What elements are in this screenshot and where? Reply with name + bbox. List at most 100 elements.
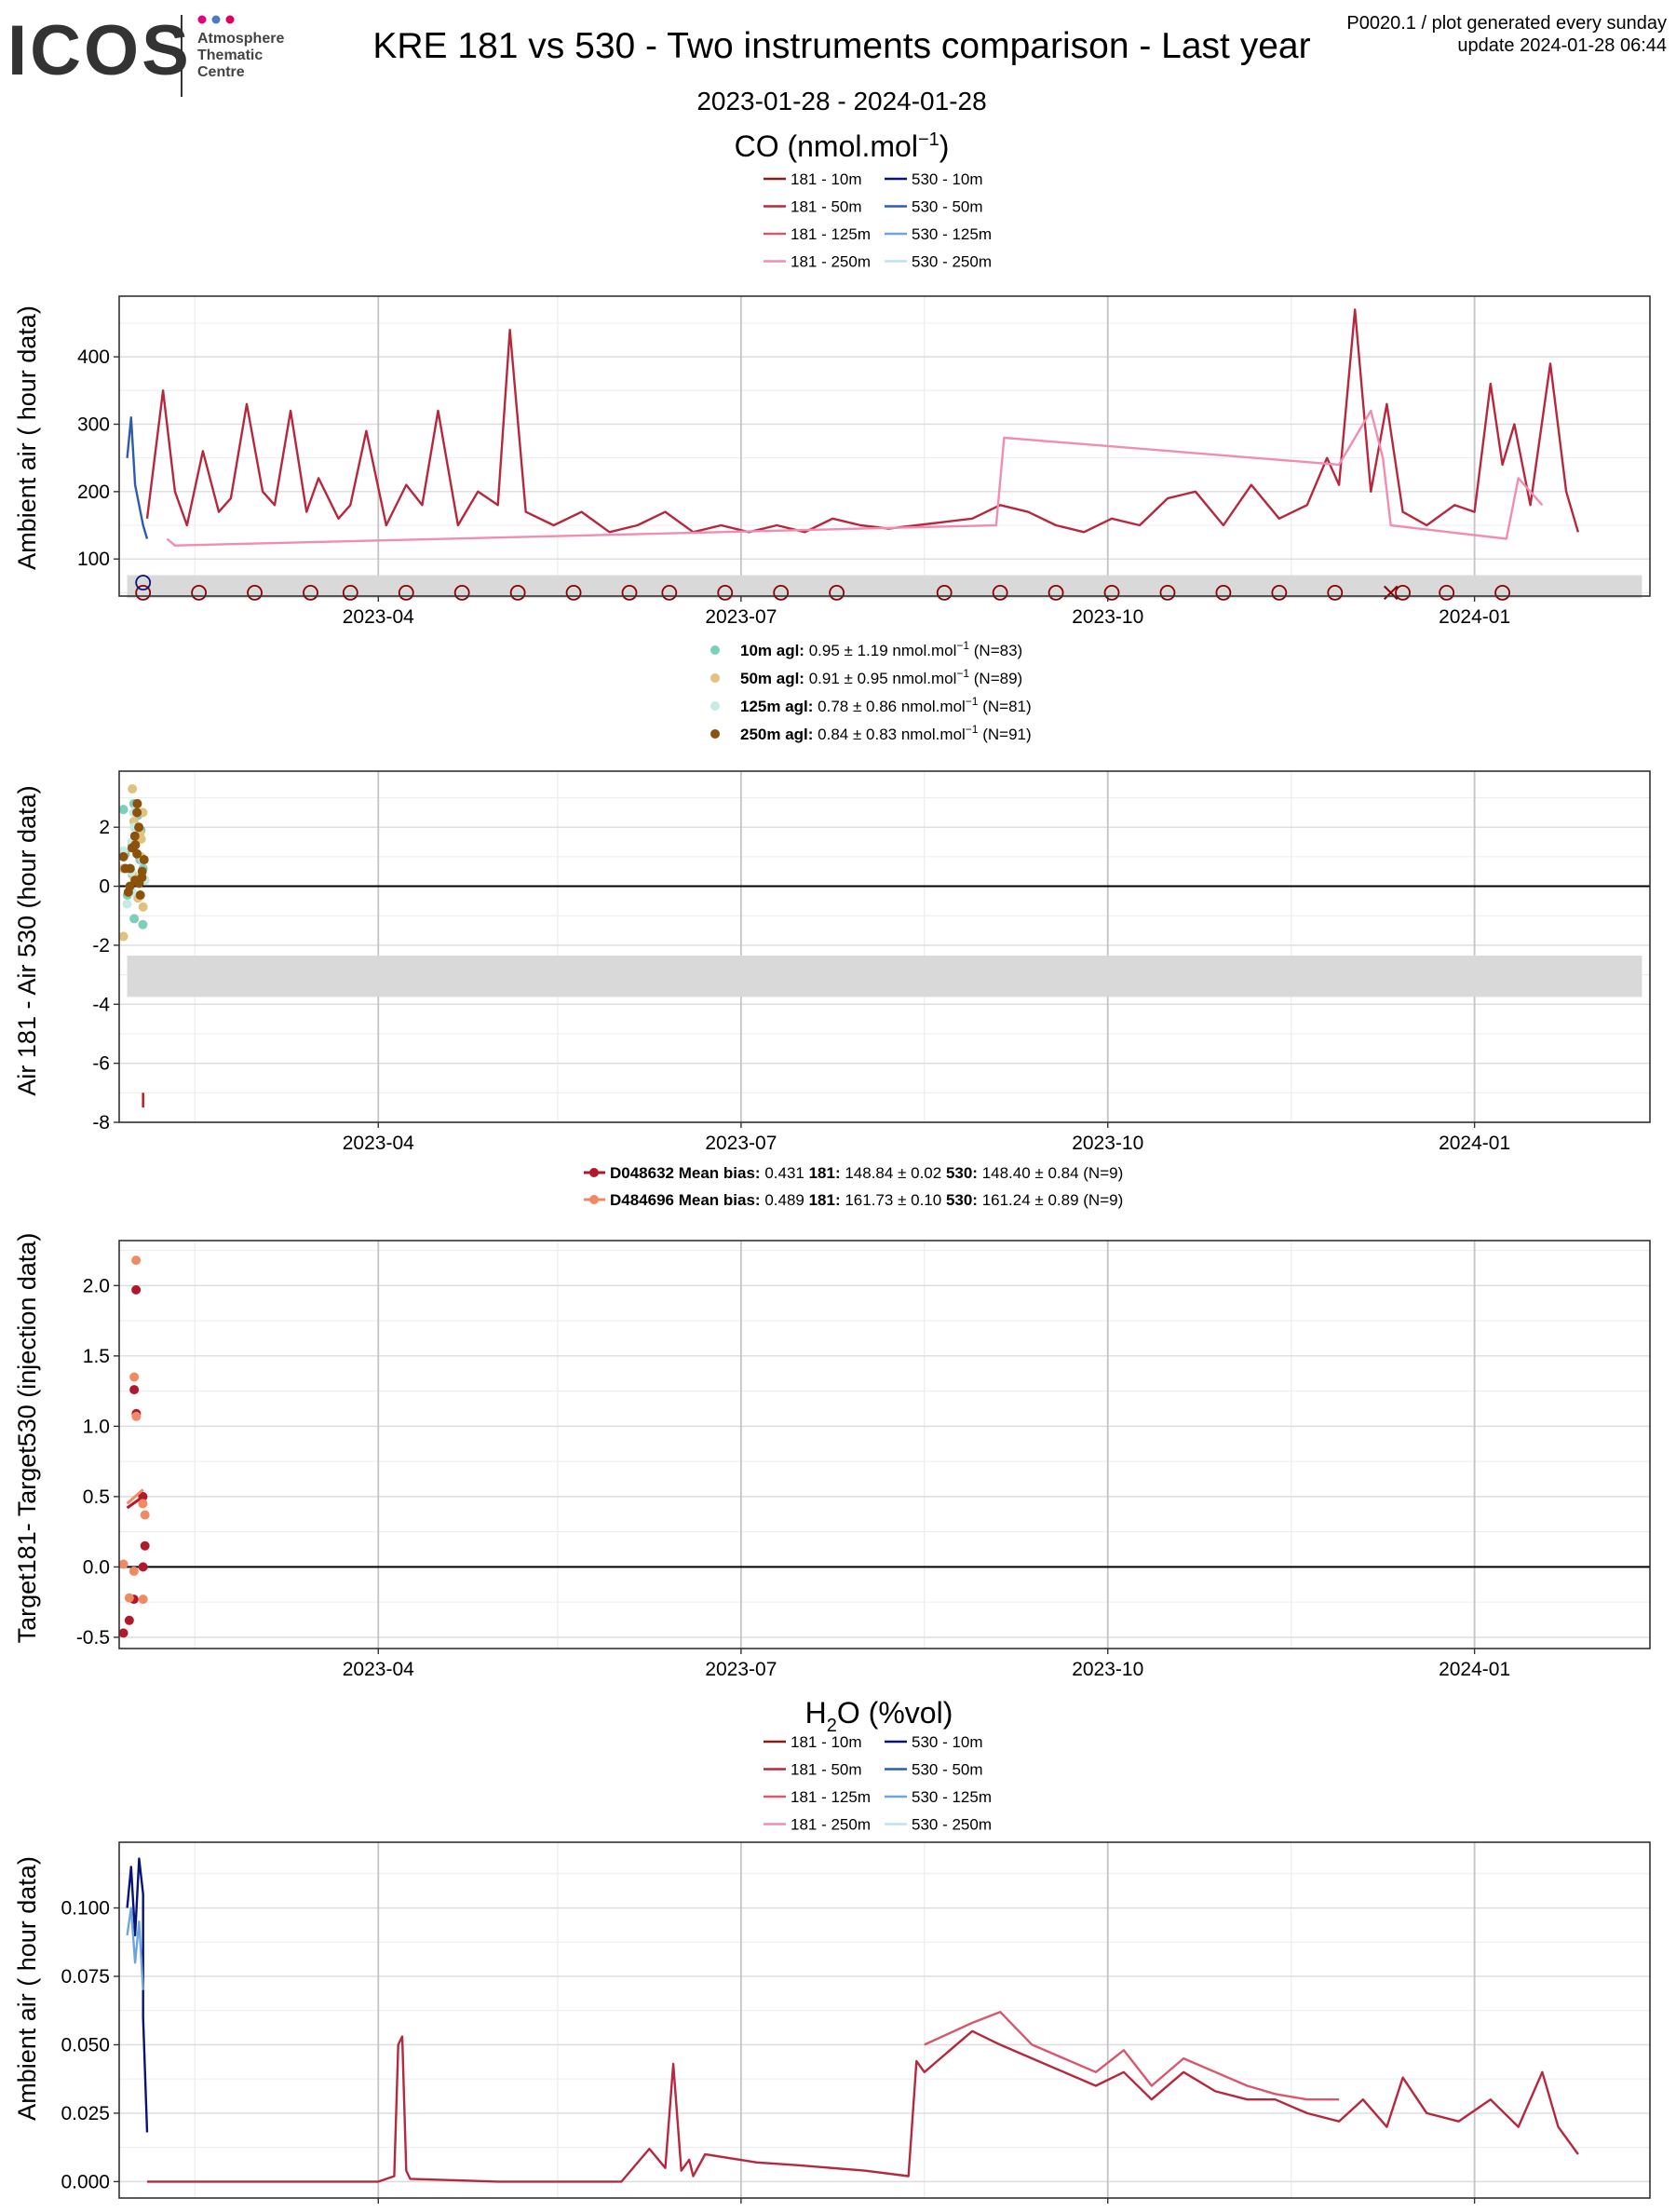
calibration-marker [661,584,678,601]
series-line-2 [147,2029,1579,2183]
legend-label-4: 181 - 125m [791,1788,871,1806]
legend-text-0: D048632 Mean bias: 0.431 181: 148.84 ± 0… [610,1164,1123,1182]
plot-background [119,1241,1650,1649]
ytick-label: -8 [92,1112,110,1133]
data-point [118,1559,128,1569]
data-point [132,798,142,808]
fit-line [126,1488,144,1505]
xtick-label: 2023-10 [1072,1133,1143,1154]
legend-label-4: 181 - 125m [791,225,871,243]
legend-label-3: 530 - 50m [912,1761,983,1779]
calibration-marker [1327,584,1344,601]
ytick-label: 0.0 [83,1556,110,1578]
logo-dot-3 [225,15,235,24]
calibration-marker [135,584,152,601]
plot-frame [118,1240,1651,1649]
legend-key-dot-1 [589,1195,599,1204]
calibration-marker [509,584,526,601]
ytick-label: 0.100 [61,1898,110,1920]
data-point [128,1566,139,1576]
calibration-marker [247,584,263,601]
plot-frame [118,770,1651,1123]
co-diff-legend: 10m agl: 0.95 ± 1.19 nmol.mol−1 (N=83) 50… [710,639,1032,743]
logo-sub-2: Thematic [197,47,263,63]
legend-label-3: 530 - 50m [912,198,983,216]
xtick-label: 2023-07 [705,606,777,628]
data-point [131,1411,142,1421]
legend-text-3: 250m agl: 0.84 ± 0.83 nmol.mol−1 (N=91) [740,723,1032,743]
h2o-ambient-panel: 0.0000.0250.0500.0750.1002023-042023-072… [61,1841,1651,2212]
xtick-label: 2023-07 [705,1659,777,1680]
plot-frame [118,295,1651,597]
calibration-marker [1215,584,1232,601]
legend-label-1: 530 - 10m [912,1733,983,1751]
ytick-label: 0.5 [83,1486,110,1508]
ytick-label: 2.0 [83,1275,110,1296]
co-target-panel: -0.5 0.0 0.5 1.0 1.5 2.0 2023-04 2023-07 2023-10… [76,1240,1651,1680]
legend-label-5: 530 - 125m [912,225,992,243]
data-point [138,1595,148,1605]
ytick-label: 0.025 [61,2103,110,2124]
h2o-ambient-ylabel: Ambient air ( hour data) [13,1856,41,2121]
series-line-1 [145,308,1580,534]
calibration-marker [342,584,358,601]
calibration-marker [453,584,470,601]
data-point [122,899,132,909]
legend-label-0: 181 - 10m [791,1733,862,1751]
calibration-marker [1048,584,1064,601]
ytick-label: 0.050 [61,2034,110,2056]
page-title: KRE 181 vs 530 - Two instruments compari… [372,26,1310,66]
info-line-2: update 2024-01-28 06:44 [1457,35,1667,56]
data-point [132,807,142,818]
legend-dot-3 [710,729,720,739]
calibration-marker [398,584,414,601]
logo-sub-3: Centre [197,64,245,80]
data-point [129,1385,140,1395]
legend-label-7: 530 - 250m [912,253,992,271]
ytick-label: 1.5 [83,1346,110,1367]
calibration-marker [992,584,1008,601]
series-line-2 [166,409,1544,547]
data-point [137,866,147,876]
icos-logo-text: ICOS [7,11,192,90]
xtick-label: 2024-01 [1439,1133,1510,1154]
co-target-ylabel: Target181- Target530 (injection data) [13,1233,41,1644]
plot-frame [118,1841,1651,2199]
legend-label-2: 181 - 50m [791,1761,862,1779]
blue-marker [135,575,152,590]
co-ambient-ylabel: Ambient air ( hour data) [13,305,41,570]
series-line-3 [924,2010,1340,2101]
data-point [118,931,128,942]
legend-label-1: 530 - 10m [912,170,983,188]
legend-label-5: 530 - 125m [912,1788,992,1806]
xtick-label: 2024-01 [1439,1659,1510,1680]
data-point [118,851,128,862]
h2o-legend: 181 - 10m 530 - 10m 181 - 50m 530 - 50m 181 … [764,1733,992,1834]
ytick-label: -6 [92,1053,110,1075]
ytick-label: 1.0 [83,1416,110,1437]
calibration-marker [829,584,845,601]
calibration-marker [303,584,318,601]
header: ICOS Atmosphere Thematic Centre KRE 181 … [7,11,1667,115]
data-point [134,878,144,889]
data-point [120,863,130,874]
calibration-marker [1103,584,1120,601]
data-point [139,855,149,865]
xtick-label: 2023-04 [343,606,414,628]
ytick-label: 2 [99,817,110,838]
xtick-label: 2023-07 [705,1133,777,1154]
co-diff-ylabel: Air 181 - Air 530 (hour data) [13,785,41,1095]
legend-text-1: 50m agl: 0.91 ± 0.95 nmol.mol−1 (N=89) [740,667,1022,687]
xtick-label: 2023-04 [343,1133,414,1154]
calibration-marker [1439,584,1455,601]
co-target-section: D048632 Mean bias: 0.431 181: 148.84 ± 0… [13,1164,1651,1680]
data-point [128,784,138,794]
data-point [138,1499,148,1509]
logo-dot-2 [211,15,221,24]
data-point [135,890,145,901]
cross-marker [1384,585,1399,601]
calibration-marker [773,584,790,601]
